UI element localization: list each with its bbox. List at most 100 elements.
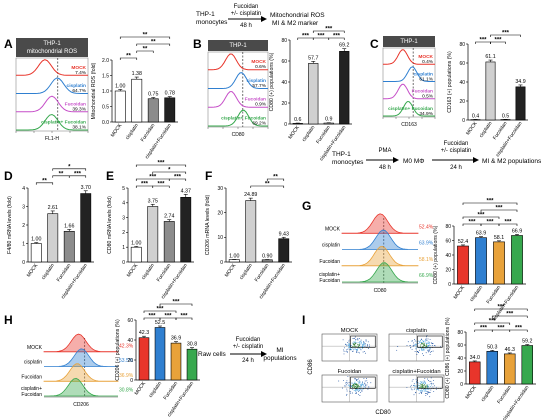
panel-b-y-tick-label: 20 xyxy=(281,101,287,107)
panel-g-flow-track-value: 58.1% xyxy=(419,257,434,263)
panel-d-value-label-0: 1.00 xyxy=(31,237,41,243)
panel-c-y-tick-label: 60 xyxy=(459,61,465,67)
panel-g-category-label-2: Fucoidan xyxy=(485,285,502,305)
panel-b-flow-curve xyxy=(208,53,268,71)
panel-d-value-label-1: 2.61 xyxy=(48,205,58,211)
panel-a-significance-bracket-1 xyxy=(136,50,154,53)
panel-b-flow-track-value: 0.9% xyxy=(255,102,267,108)
panel-a-value-label-1: 1.38 xyxy=(132,71,142,77)
panel-f-category-label-1: cisplatin xyxy=(239,263,254,281)
panel-g-significance-bracket-3 xyxy=(462,216,500,219)
panel-a-bar-3 xyxy=(164,97,176,123)
panel-letter-e: E xyxy=(106,169,114,183)
panel-b-bar-chart: 0 20 40 60 80 CD80 (+) populations (%) 0.6MOCK… xyxy=(269,27,352,162)
panel-d-y-tick-label: 1 xyxy=(22,241,25,247)
panel-g-bar-chart: 0 20 40 60 80 CD80 (+) populations (%) 52.4 MOC… xyxy=(433,199,526,322)
panel-i-value-label-2: 46.3 xyxy=(505,347,515,353)
panel-e-y-tick-label: 5 xyxy=(122,186,125,192)
panel-f-bar-chart: 0 10 20 30 CD206 mRNA levels (fold) 1.00 MOCK 2… xyxy=(205,175,292,300)
panel-h-flow-track-value: 30.8% xyxy=(119,388,134,394)
panel-h-flow-track-name: Fucoidan xyxy=(21,374,42,380)
panel-a-category-label-0: MOCK xyxy=(110,122,124,138)
panel-b-category-label-0: MOCK xyxy=(287,124,301,140)
panel-h-y-tick-label: 20 xyxy=(127,358,133,364)
schematic-i-right-line2: populations xyxy=(263,355,297,362)
panel-f-significance-label-1: ** xyxy=(273,175,278,181)
panel-b-flow-track-value: 0.6% xyxy=(255,64,267,70)
panel-e-significance-bracket-3 xyxy=(168,178,187,181)
panel-b-flow-curve xyxy=(208,109,268,127)
panel-g-category-label-0: MOCK xyxy=(453,284,467,300)
panel-g-flow-track-name: cisplatin+ xyxy=(319,272,340,278)
panel-b-significance-label-3: *** xyxy=(325,27,333,33)
panel-d-category-label-2: Fucoidan xyxy=(56,263,73,283)
panel-e-category-label-2: Fucoidan xyxy=(156,263,173,283)
panel-d-significance-bracket-0 xyxy=(35,182,54,185)
panel-i-y-tick-label: 40 xyxy=(457,356,463,362)
panel-b-category-label-1: cisplatin xyxy=(301,125,316,143)
panel-h-category-label-2: Fucoidan xyxy=(162,381,179,401)
panel-a-y-tick-label: 1.5 xyxy=(102,73,109,79)
panel-c-significance-label-2: *** xyxy=(502,31,510,37)
panel-a-flow-curve xyxy=(16,95,88,113)
panel-g-y-tick-label: 80 xyxy=(445,224,451,230)
panel-g-y-tick-label: 0 xyxy=(448,282,451,288)
panel-e-significance-bracket-1 xyxy=(152,185,170,188)
panel-c-flow-title: THP-1 xyxy=(400,39,418,45)
panel-d-value-label-3: 3.70 xyxy=(81,185,91,191)
panel-d-significance-label-3: * xyxy=(68,164,71,170)
panel-i-value-label-1: 50.3 xyxy=(487,344,497,350)
panel-b-flow-curve xyxy=(208,72,268,89)
panel-f-y-tick-label: 30 xyxy=(217,186,223,192)
panel-e-value-label-0: 1.00 xyxy=(131,240,141,246)
panel-g-significance-label-4: *** xyxy=(495,206,503,212)
panel-b-flow-track-value: 69.2% xyxy=(252,120,266,126)
panel-h-flow-curve xyxy=(43,333,119,353)
panel-d-bar-1 xyxy=(47,213,59,263)
panel-c-significance-label-0: *** xyxy=(479,38,487,44)
panel-i-significance-bracket-5 xyxy=(474,308,528,311)
panel-h-value-label-2: 36.9 xyxy=(171,336,181,342)
panel-a-bar-1 xyxy=(131,78,143,123)
panel-g-category-label-1: cisplatin xyxy=(469,285,484,303)
panel-e-significance-label-2: *** xyxy=(149,175,157,181)
panel-h-significance-label-1: *** xyxy=(164,314,172,320)
schematic-g-step2-below: 24 h xyxy=(450,165,462,171)
panel-g-flow-histograms: CD80 MOCK 52.4% cisplatin 63.9% Fucoidan 58.1%… xyxy=(319,213,434,294)
panel-d-y-tick-label: 4 xyxy=(22,186,25,192)
panel-b-significance-bracket-2 xyxy=(328,37,345,40)
panel-f-y-tick-label: 0 xyxy=(220,260,223,266)
panel-i-dot-plot-title-2: Fucoidan xyxy=(338,369,362,375)
panel-e-significance-bracket-5 xyxy=(135,164,187,167)
panel-b-value-label-3: 69.2 xyxy=(339,43,349,49)
panel-b-flow-track-value: 57.7% xyxy=(252,83,266,89)
panel-letter-b: B xyxy=(193,37,202,51)
panel-a-significance-label-3: ** xyxy=(143,33,148,39)
panel-b-flow-xlabel: CD80 xyxy=(232,132,245,138)
panel-e-y-tick-label: 2 xyxy=(122,230,125,236)
panel-a-flow-title-bar xyxy=(16,38,88,57)
panel-g-y-tick-label: 60 xyxy=(445,238,451,244)
schematic-b-right-line2: MI & M2 marker xyxy=(272,20,319,27)
panel-h-significance-label-2: *** xyxy=(180,314,188,320)
panel-h-y-label: CD206 (+) populations (%) xyxy=(115,319,121,381)
panel-a-bar-chart: 0.0 0.5 1.0 1.5 2.0 Mitochondrial ROS (fold) 1… xyxy=(91,33,178,160)
panel-h-significance-bracket-4 xyxy=(159,303,193,306)
panel-i-bar-chart: 0 20 40 60 80 CD80 (+) CD86 (+) populations (… xyxy=(445,305,536,420)
panel-e-y-label: CD80 mRNA levels (fold) xyxy=(107,196,113,254)
panel-c-bar-chart: 0 20 40 60 80 CD163 (+) populations (%) 0.4MOC… xyxy=(447,31,528,158)
panel-i-significance-label-2: *** xyxy=(515,326,523,332)
panel-h-flow-xlabel: CD206 xyxy=(73,402,89,408)
panel-f-significance-bracket-1 xyxy=(266,178,285,181)
panel-b-y-label: CD80 (+) populations (%) xyxy=(269,52,275,111)
panel-c-category-label-0: MOCK xyxy=(465,120,479,136)
panel-i-category-label-0: MOCK xyxy=(464,384,478,400)
panel-e-bar-1 xyxy=(147,206,159,263)
panel-a-flow-track-value: 7.4% xyxy=(75,70,87,76)
panel-e-bar-2 xyxy=(163,221,175,263)
panel-f-y-tick-label: 20 xyxy=(217,210,223,216)
panel-a-category-label-2: Fucoidan xyxy=(140,123,157,143)
